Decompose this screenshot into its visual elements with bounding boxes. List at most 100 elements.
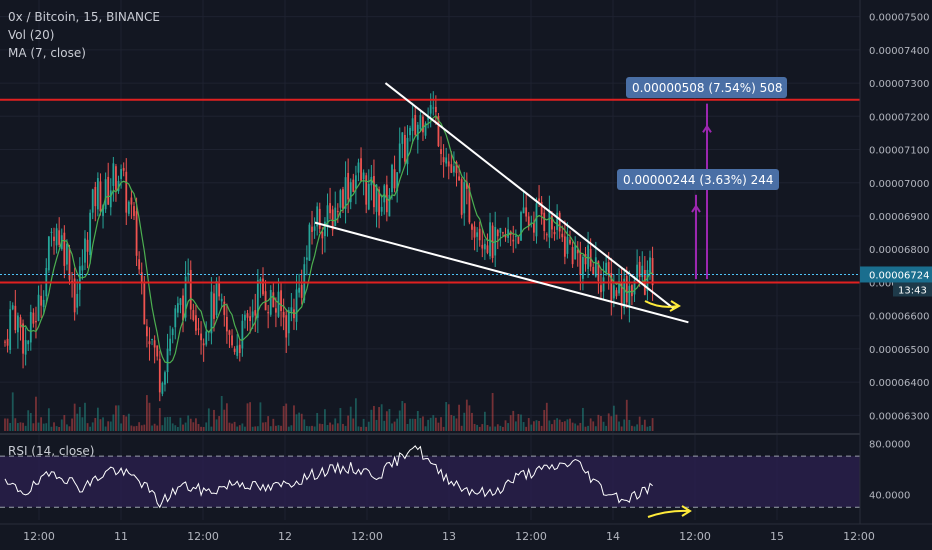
candle-body: [174, 308, 177, 328]
volume-bar: [264, 422, 267, 431]
candle-body: [223, 301, 226, 315]
volume-bar: [76, 413, 79, 431]
candle-body: [504, 235, 507, 238]
candle-body: [538, 198, 540, 201]
candle-body: [305, 257, 308, 260]
volume-bar: [81, 417, 84, 431]
volume-bar: [138, 422, 141, 431]
volume-bar: [47, 408, 50, 431]
volume-bar: [86, 423, 89, 431]
countdown-label: 13:43: [898, 285, 927, 296]
volume-bar: [437, 422, 440, 431]
volume-bar: [481, 424, 484, 431]
candle-body: [339, 190, 342, 208]
volume-bar: [287, 426, 290, 431]
ma-legend[interactable]: MA (7, close): [8, 46, 86, 60]
volume-bar: [290, 425, 293, 431]
volume-bar: [499, 425, 502, 431]
volume-bar: [512, 410, 515, 431]
volume-bar: [636, 424, 638, 431]
candle-body: [447, 161, 450, 167]
candle-body: [543, 212, 546, 231]
candle-body: [290, 307, 293, 312]
volume-bar: [282, 406, 285, 431]
symbol-legend[interactable]: 0x / Bitcoin, 15, BINANCE: [8, 10, 160, 24]
candle-body: [393, 169, 396, 189]
volume-bar: [305, 425, 308, 431]
volume-bar: [442, 426, 445, 431]
candle-body: [512, 239, 515, 242]
volume-legend[interactable]: Vol (20): [8, 28, 55, 42]
volume-bar: [447, 404, 450, 431]
volume-bar: [594, 426, 597, 431]
candle-body: [130, 197, 133, 205]
candle-body: [540, 202, 543, 215]
volume-bar: [576, 425, 579, 431]
volume-bar: [502, 426, 504, 431]
volume-bar: [416, 410, 419, 431]
candle-body: [197, 328, 200, 330]
trendline-upper: [384, 82, 675, 310]
candle-body: [220, 298, 223, 302]
candle-body: [9, 309, 12, 350]
volume-bar: [530, 424, 533, 431]
volume-bar: [27, 410, 30, 431]
volume-bar: [429, 417, 432, 431]
volume-bar: [295, 414, 298, 431]
volume-bar: [424, 426, 427, 431]
candle-body: [27, 340, 30, 345]
candle-body: [576, 249, 579, 254]
volume-bar: [354, 398, 357, 431]
volume-bar: [298, 412, 301, 431]
volume-bar: [646, 426, 649, 431]
candle-body: [579, 251, 582, 275]
volume-bar: [316, 413, 319, 431]
volume-bar: [285, 403, 288, 431]
volume-bar: [440, 417, 442, 431]
volume-bar: [32, 423, 35, 431]
candle-body: [169, 338, 172, 352]
volume-bar: [375, 419, 378, 431]
divergence-arrow-rsi: [647, 509, 690, 518]
candle-body: [553, 231, 556, 235]
candle-body: [238, 344, 241, 353]
volume-bar: [192, 422, 195, 431]
volume-bar: [602, 421, 605, 431]
volume-bar: [514, 421, 517, 431]
candle-body: [329, 203, 331, 214]
candle-body: [210, 291, 213, 334]
volume-bar: [432, 415, 435, 431]
volume-bar: [277, 425, 280, 431]
candle-body: [298, 287, 301, 293]
volume-bar: [483, 411, 486, 431]
volume-bar: [380, 404, 383, 431]
volume-bar: [649, 425, 651, 431]
volume-bar: [638, 416, 641, 431]
volume-bar: [17, 423, 19, 431]
volume-bar: [254, 426, 257, 431]
candle-body: [280, 290, 282, 312]
candle-body: [140, 272, 143, 284]
candle-body: [42, 299, 45, 307]
candle-body: [282, 311, 285, 318]
volume-bar: [73, 403, 76, 431]
candle-body: [605, 262, 608, 273]
ma-line: [20, 115, 653, 364]
candle-body: [86, 239, 89, 252]
candle-body: [628, 285, 631, 307]
volume-bar: [491, 392, 494, 431]
rsi-legend[interactable]: RSI (14, close): [8, 444, 95, 458]
candle-body: [344, 177, 347, 209]
candle-body: [352, 179, 355, 192]
volume-bar: [58, 426, 61, 431]
volume-bar: [489, 426, 491, 431]
volume-bar: [197, 423, 200, 431]
candle-body: [615, 290, 618, 297]
candle-body: [631, 284, 633, 297]
volume-bar: [548, 420, 551, 431]
candle-body: [478, 228, 481, 241]
volume-bar: [566, 419, 569, 431]
volume-bar: [262, 422, 264, 431]
candle-body: [396, 172, 399, 192]
